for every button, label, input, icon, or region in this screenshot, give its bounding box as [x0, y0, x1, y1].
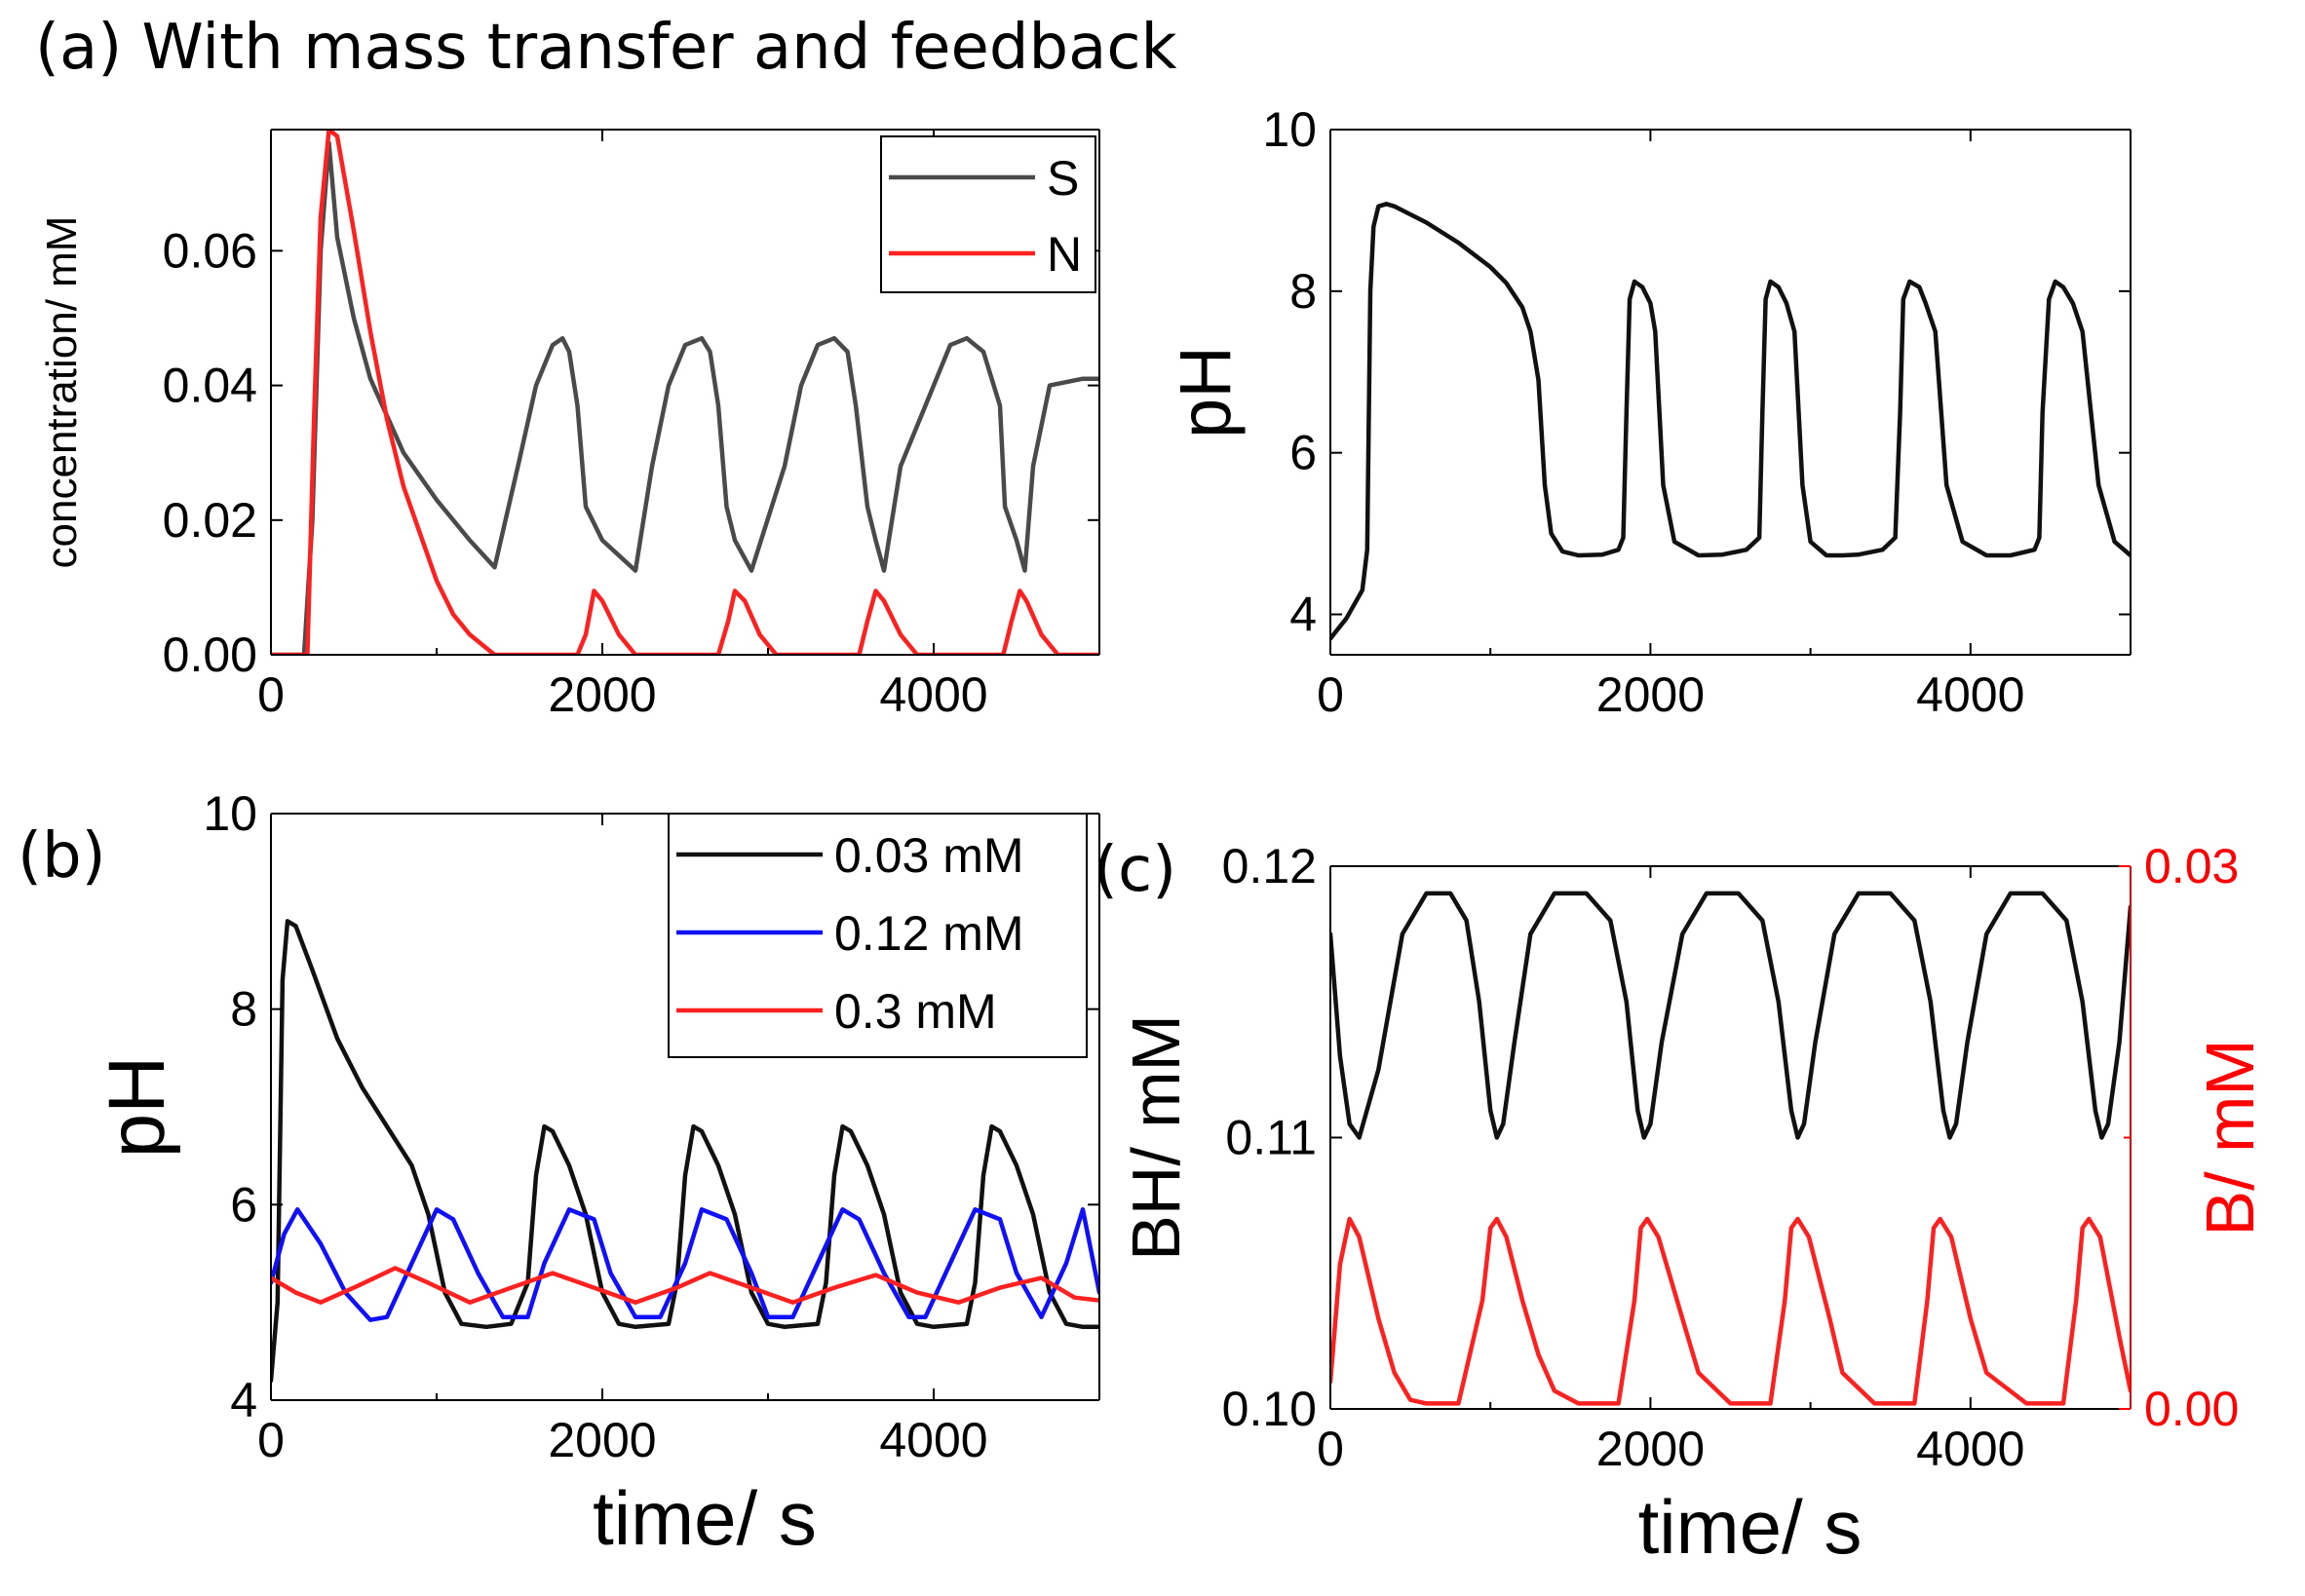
legend-label: 0.3 mM	[834, 984, 997, 1039]
x-tick-label: 0	[1317, 1422, 1344, 1476]
y-axis-title: BH/ mM	[1118, 1014, 1194, 1261]
series-line-a_conc-1	[271, 130, 1099, 655]
y-tick-label: 8	[230, 982, 257, 1037]
y-right-axis-title: B/ mM	[2192, 1039, 2268, 1235]
y-tick-label: 6	[230, 1177, 257, 1232]
y-axis-title: concentration/ mM	[38, 216, 86, 569]
y-tick-label: 0.00	[163, 627, 257, 682]
series-line-b_ph-0	[271, 919, 1099, 1384]
legend-label: N	[1047, 227, 1082, 282]
x-tick-label: 4000	[1916, 667, 2024, 722]
series-line-c_bh-1	[1330, 1216, 2131, 1406]
panel-c-label: (c)	[1094, 834, 1177, 906]
y-tick-label: 0.12	[1222, 839, 1317, 893]
y-tick-label: 10	[203, 786, 257, 841]
x-tick-label: 0	[257, 667, 285, 722]
x-tick-label: 4000	[879, 667, 987, 722]
y-tick-label: 6	[1289, 426, 1317, 480]
x-tick-label: 2000	[548, 667, 656, 722]
legend-label: S	[1047, 151, 1079, 206]
panel-b-label: (b)	[18, 820, 106, 893]
y-tick-label: 4	[1289, 588, 1317, 642]
y-tick-label: 4	[230, 1373, 257, 1427]
legend-label: 0.12 mM	[834, 906, 1024, 961]
y-tick-label: 0.11	[1225, 1111, 1317, 1165]
legend: SN	[880, 135, 1096, 293]
legend-label: 0.03 mM	[834, 828, 1024, 883]
legend-box	[880, 135, 1096, 293]
y-tick-label: 8	[1289, 264, 1317, 319]
series-line-b_ph-1	[271, 1207, 1099, 1322]
x-axis-title: time/ s	[1638, 1484, 1863, 1570]
y-tick-label: 0.06	[163, 223, 257, 278]
panel-a-title: (a) With mass transfer and feedback	[35, 12, 1177, 84]
chart-a_ph: 0 2000 4000 4 6 8 10 pH	[1165, 102, 2132, 722]
x-tick-label: 4000	[879, 1413, 987, 1467]
y-tick-label: 0.04	[163, 359, 257, 413]
series-line-b_ph-2	[271, 1266, 1099, 1305]
series-line-c_bh-0	[1330, 891, 2131, 1140]
y-tick-label: 10	[1262, 102, 1317, 157]
y-axis-title: pH	[1165, 346, 1246, 438]
x-tick-label: 2000	[548, 1413, 656, 1467]
x-tick-label: 2000	[1596, 1422, 1705, 1476]
y-right-tick-label: 0.03	[2144, 839, 2239, 893]
x-tick-label: 0	[1317, 667, 1344, 722]
y-tick-label: 0.02	[163, 493, 257, 548]
chart-a_conc: 0 2000 4000 0.00 0.02 0.04 0.06 concentration/ …	[38, 129, 1100, 722]
chart-c_bh: 0 2000 4000 0.10 0.11 0.12 0.00 0.03 B/ mM BH/ mM…	[1118, 839, 2268, 1570]
x-tick-label: 2000	[1596, 667, 1705, 722]
x-tick-label: 0	[257, 1413, 285, 1467]
y-right-tick-label: 0.00	[2144, 1382, 2239, 1436]
x-axis-title: time/ s	[593, 1475, 817, 1561]
y-axis-title: pH	[93, 1056, 181, 1159]
x-tick-label: 4000	[1916, 1422, 2024, 1476]
y-tick-label: 0.10	[1222, 1382, 1317, 1436]
legend-box	[668, 813, 1088, 1058]
chart-b_ph: 0 2000 4000 4 6 8 10 pH time/ s 0.03 mM 0.12 mM 0.3…	[93, 786, 1100, 1561]
series-line-a_conc-0	[271, 140, 1099, 655]
series-line-a_ph-0	[1330, 202, 2131, 641]
legend: 0.03 mM 0.12 mM 0.3 mM	[668, 813, 1088, 1058]
